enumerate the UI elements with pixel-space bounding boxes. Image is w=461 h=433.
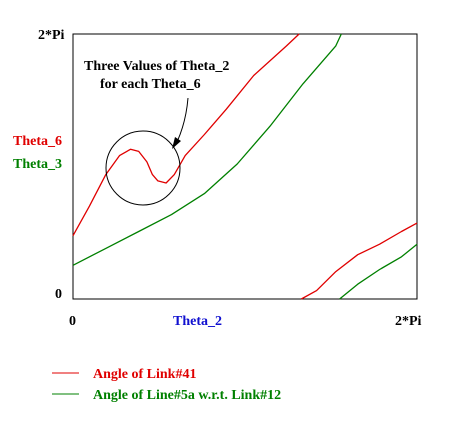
annotation-line-1: Three Values of Theta_2 bbox=[84, 59, 229, 74]
legend-label-link41: Angle of Link#41 bbox=[93, 367, 196, 382]
annotation-line-2: for each Theta_6 bbox=[100, 77, 201, 92]
series-layer bbox=[72, 33, 418, 300]
x-axis-max-label: 2*Pi bbox=[395, 314, 422, 329]
y-axis-min-label: 0 bbox=[55, 287, 62, 302]
annotation-arrow-head bbox=[172, 137, 181, 149]
series-1-segment-0 bbox=[72, 33, 342, 266]
legend-label-line5a: Angle of Line#5a w.r.t. Link#12 bbox=[93, 388, 281, 403]
y-axis-title-theta3: Theta_3 bbox=[13, 157, 62, 172]
plot-frame bbox=[72, 33, 418, 300]
series-0-segment-1 bbox=[300, 222, 418, 300]
series-0-segment-0 bbox=[72, 33, 300, 237]
annotation-arrow-line bbox=[176, 97, 189, 143]
annotation-circle bbox=[105, 130, 181, 206]
x-axis-title: Theta_2 bbox=[173, 314, 222, 329]
series-1-segment-1 bbox=[339, 243, 418, 300]
x-axis-min-label: 0 bbox=[69, 314, 76, 329]
legend: Angle of Link#41 Angle of Line#5a w.r.t.… bbox=[52, 367, 281, 403]
y-axis-title-theta6: Theta_6 bbox=[13, 134, 62, 149]
y-axis-max-label: 2*Pi bbox=[38, 28, 65, 43]
